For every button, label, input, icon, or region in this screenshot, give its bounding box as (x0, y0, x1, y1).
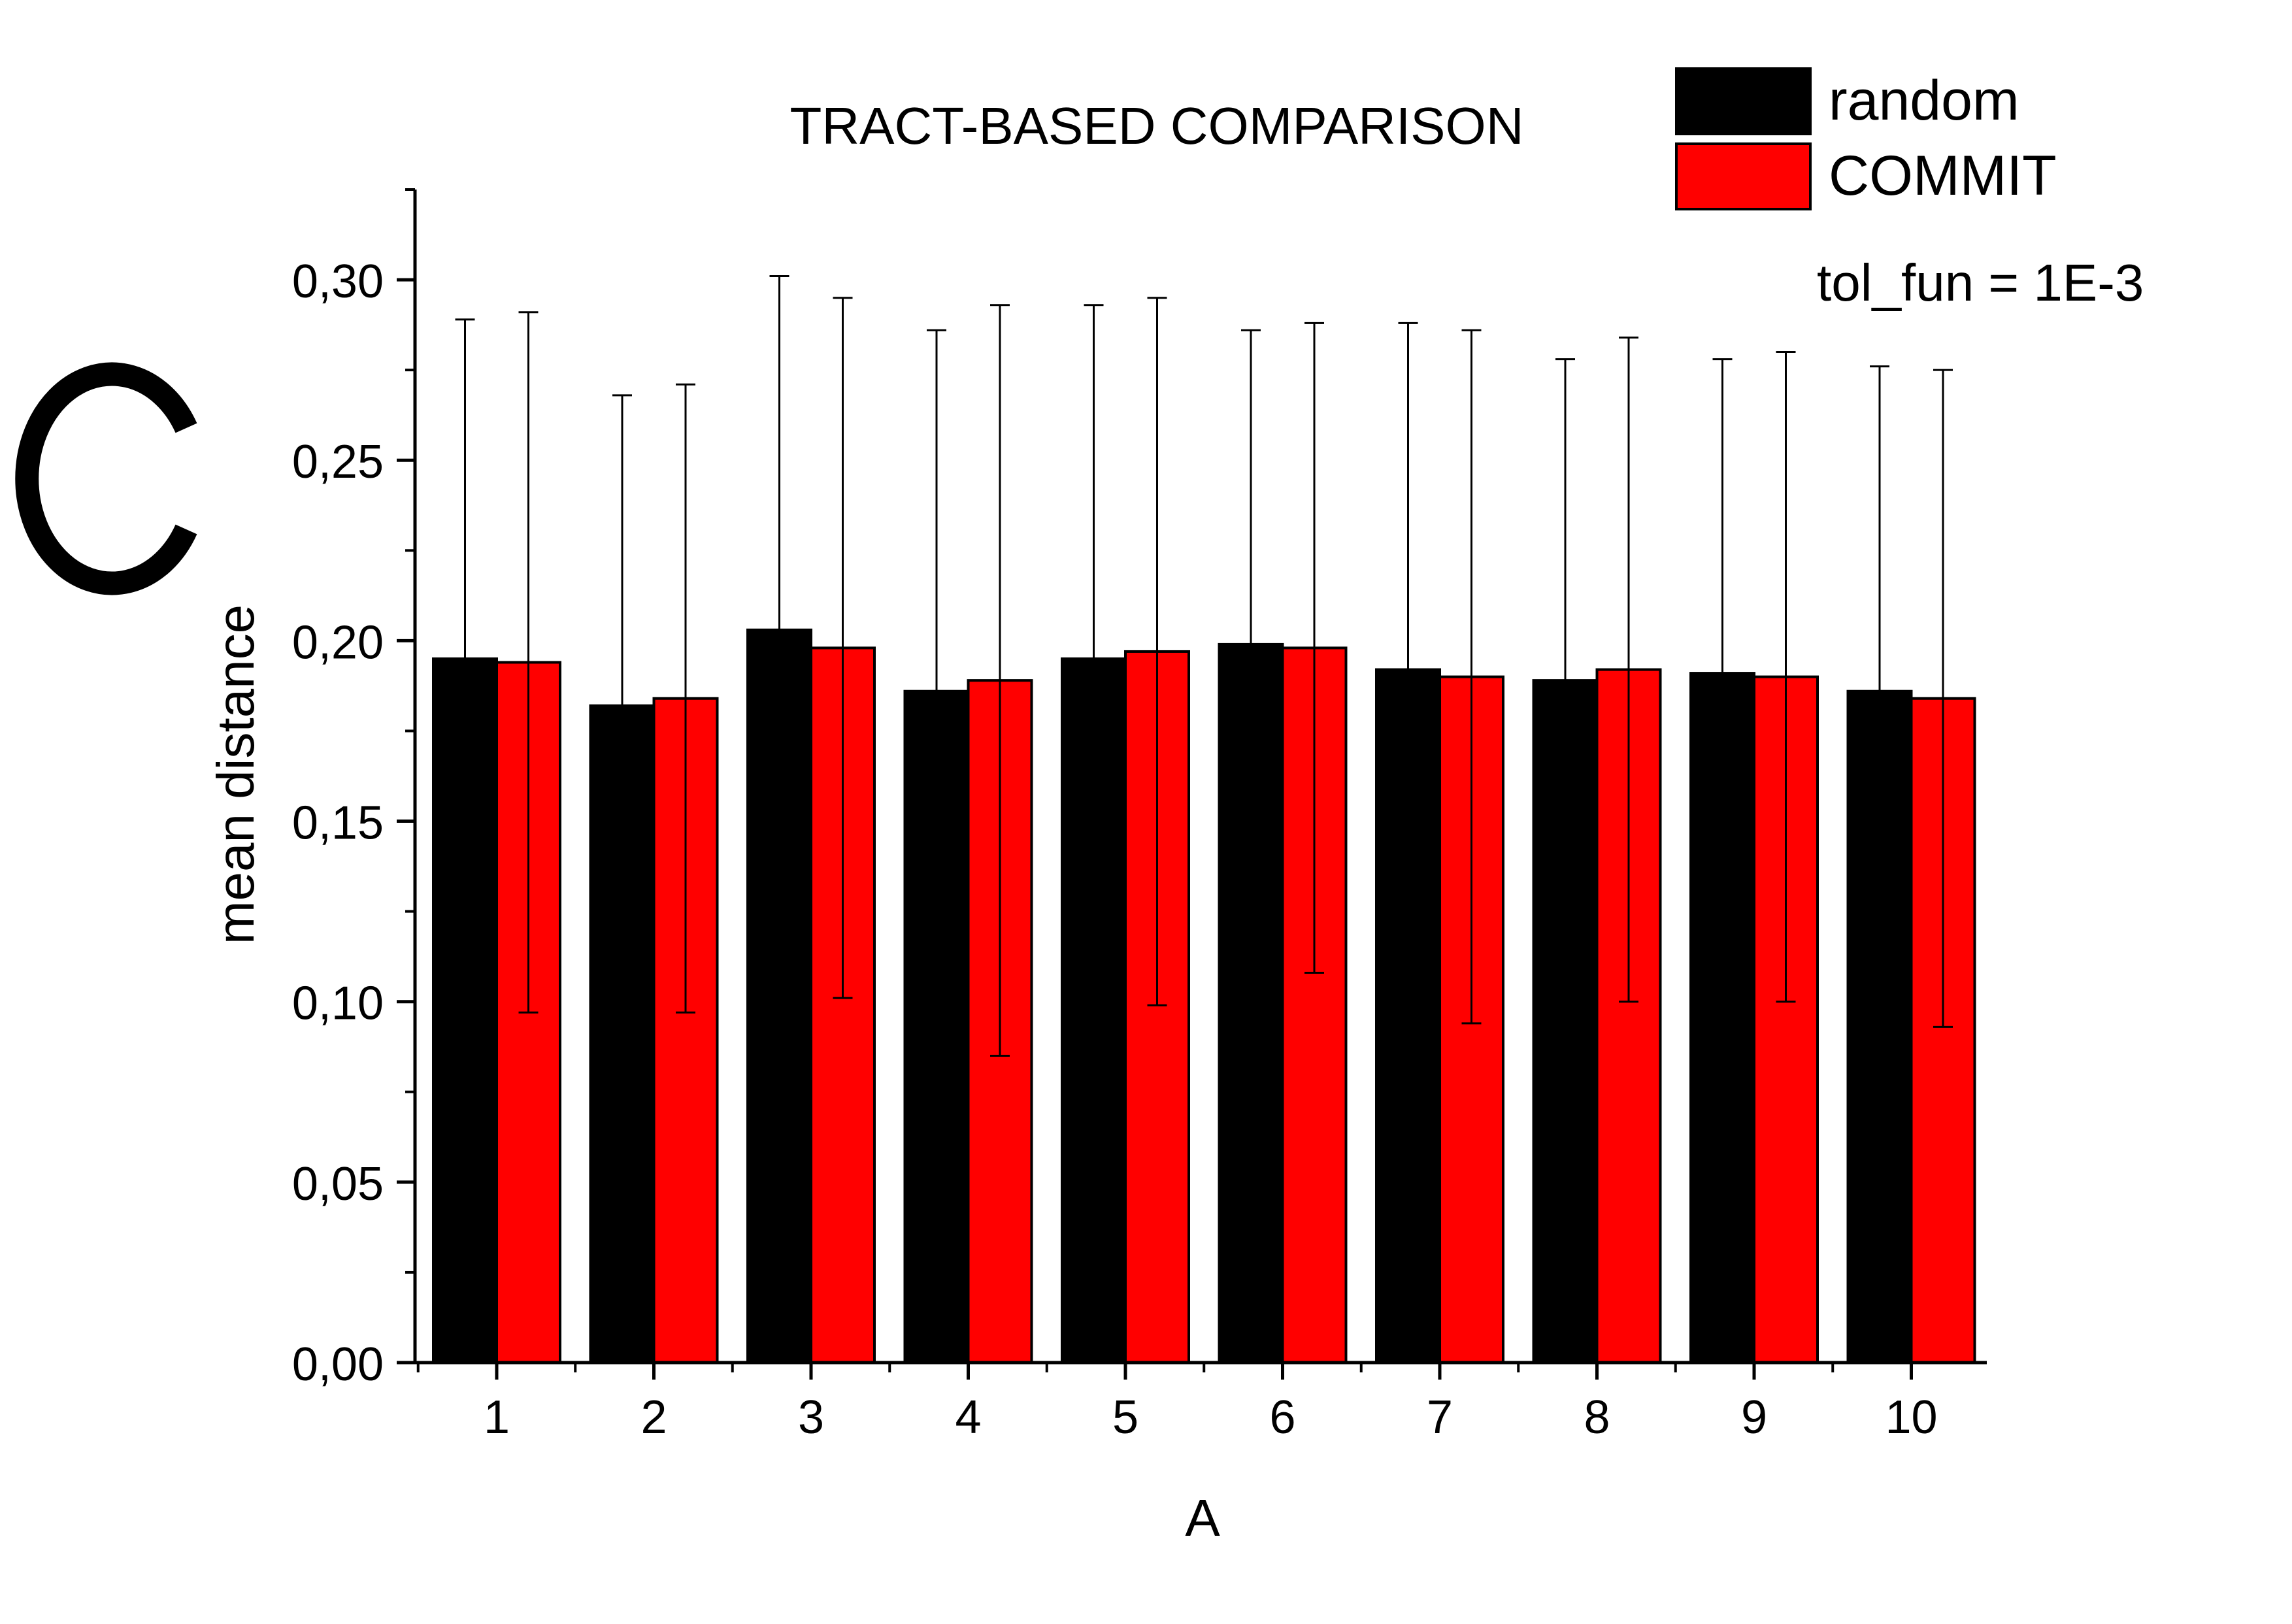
x-tick-label: 3 (798, 1391, 824, 1444)
y-tick-label: 0,30 (292, 256, 384, 308)
panel-letter-c (15, 362, 197, 595)
x-tick-label: 1 (484, 1391, 510, 1444)
x-tick-label: 7 (1427, 1391, 1453, 1444)
x-tick-label: 6 (1269, 1391, 1295, 1444)
y-tick-label: 0,10 (292, 978, 384, 1030)
legend: random COMMIT (1675, 67, 2057, 210)
legend-label-commit: COMMIT (1829, 144, 2057, 207)
y-tick-label: 0,00 (292, 1338, 384, 1391)
y-tick-label: 0,25 (292, 436, 384, 488)
legend-swatch-random (1675, 67, 1812, 135)
legend-swatch-commit (1675, 142, 1812, 210)
chart-title: TRACT-BASED COMPARISON (789, 97, 1523, 155)
x-tick-label: 4 (955, 1391, 981, 1444)
y-tick-label: 0,15 (292, 797, 384, 850)
y-tick-label: 0,05 (292, 1158, 384, 1210)
x-tick-label: 8 (1584, 1391, 1610, 1444)
plot-area: 0,00 0,05 0,10 0,15 0,20 0,25 0,30 1 2 3 4 5 6 7 8 9 10 (292, 188, 1987, 1444)
bar-commit-8 (1595, 668, 1662, 1364)
x-tick-label: 2 (640, 1391, 667, 1444)
x-tick-label: 10 (1885, 1391, 1937, 1444)
y-axis-label: mean distance (207, 605, 265, 944)
y-tick-label: 0,20 (292, 616, 384, 669)
x-tick-label: 5 (1112, 1391, 1138, 1444)
x-axis-label: A (1185, 1489, 1220, 1547)
legend-label-random: random (1829, 69, 2019, 132)
x-tick-label: 9 (1741, 1391, 1767, 1444)
tolerance-annotation: tol_fun = 1E-3 (1817, 254, 2144, 312)
